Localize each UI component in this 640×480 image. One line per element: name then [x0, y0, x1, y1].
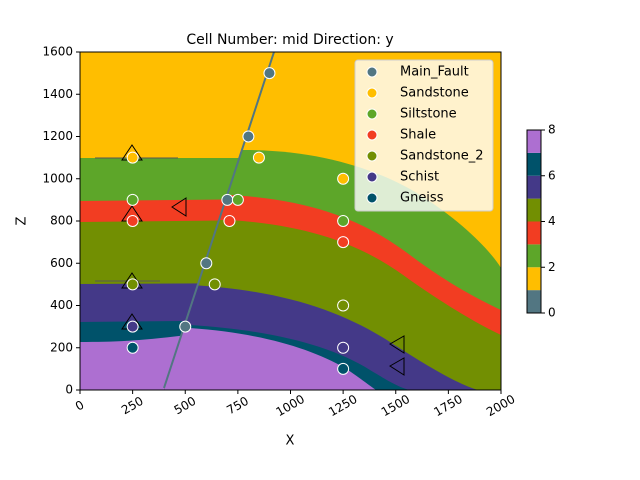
x-tick-label: 1250 [326, 392, 359, 419]
colorbar-segment [527, 290, 541, 313]
legend-marker [366, 192, 378, 204]
y-tick-label: 400 [50, 298, 73, 312]
surface-point [126, 215, 139, 227]
surface-point [337, 172, 350, 185]
surface-point [126, 341, 139, 354]
legend-marker [366, 171, 378, 183]
colorbar-segment [527, 244, 541, 268]
y-tick-label: 800 [50, 214, 73, 228]
colorbar-segment [527, 175, 541, 199]
x-tick-label: 750 [224, 394, 251, 418]
x-tick-label: 500 [172, 394, 199, 418]
surface-point [337, 236, 350, 249]
colorbar-segment [527, 130, 541, 153]
colorbar-segment [527, 267, 541, 291]
y-tick-label: 200 [50, 340, 73, 354]
y-tick-label: 600 [50, 256, 73, 270]
colorbar-segment [527, 152, 541, 176]
colorbar-tick-label: 8 [548, 123, 556, 137]
legend-marker [366, 129, 378, 141]
surface-point [126, 193, 139, 206]
colorbar-tick-label: 0 [548, 306, 556, 320]
legend-label: Shale [400, 128, 436, 143]
y-axis-label: Z [15, 216, 30, 225]
y-tick-label: 1600 [42, 45, 73, 59]
chart-title: Cell Number: mid Direction: y [186, 32, 393, 48]
y-tick-label: 1400 [42, 87, 73, 101]
legend-label: Gneiss [400, 191, 444, 206]
colorbar-tick-label: 2 [548, 260, 556, 274]
surface-point [337, 341, 350, 354]
y-tick-label: 1200 [42, 129, 73, 143]
legend-marker [366, 108, 378, 120]
colorbar-segment [527, 198, 541, 222]
surface-point [126, 278, 139, 291]
y-tick-label: 1000 [42, 171, 73, 185]
x-axis-label: X [286, 434, 295, 449]
surface-point [208, 278, 221, 291]
legend-label: Siltstone [400, 107, 457, 122]
legend-label: Sandstone [400, 86, 469, 101]
legend-label: Sandstone_2 [400, 149, 484, 164]
x-tick-label: 1750 [431, 392, 464, 419]
surface-point [337, 362, 350, 375]
surface-point [231, 193, 244, 206]
x-tick-label: 250 [119, 394, 146, 418]
x-tick-label: 2000 [484, 392, 517, 419]
surface-point [337, 215, 350, 227]
colorbar-tick-label: 4 [548, 214, 556, 228]
surface-point [223, 215, 236, 227]
legend-label: Main_Fault [400, 65, 469, 80]
surface-point [126, 320, 139, 333]
surface-point [200, 257, 213, 270]
surface-point [337, 299, 350, 312]
surface-point [126, 151, 139, 164]
legend-box [354, 59, 494, 212]
fault-line [163, 51, 275, 389]
surface-point [263, 67, 276, 80]
legend-label: Schist [400, 170, 439, 185]
x-tick-label: 0 [73, 398, 87, 414]
legend-marker [366, 150, 378, 162]
colorbar-segment [527, 221, 541, 245]
legend-marker [366, 66, 378, 78]
x-tick-label: 1500 [379, 392, 412, 419]
colorbar-tick-label: 6 [548, 168, 556, 182]
y-tick-label: 0 [65, 383, 73, 397]
surface-point [221, 193, 234, 206]
surface-point [242, 130, 255, 143]
surface-point [252, 151, 265, 164]
surface-point [179, 320, 192, 333]
legend-marker [366, 87, 378, 99]
x-tick-label: 1000 [274, 392, 307, 419]
